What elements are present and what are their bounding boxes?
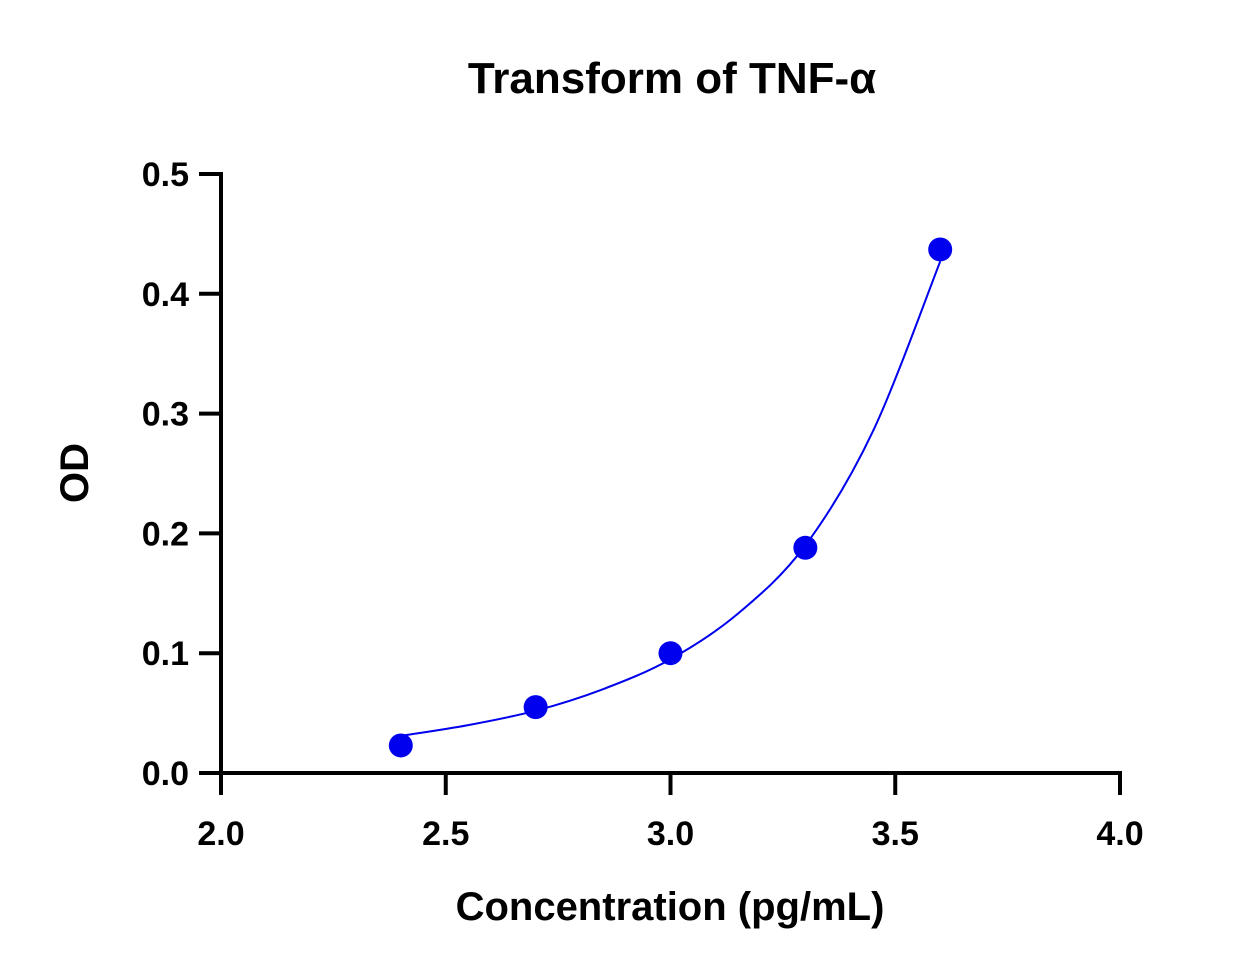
fit-curve [400,261,942,737]
x-tick-label: 2.0 [197,815,244,853]
axes: 2.0 2.5 3.0 3.5 4.0 0.0 0.1 0.2 0.3 0.4 0.5 [142,156,1144,853]
y-tick-label: 0.2 [142,515,189,553]
x-axis-label: Concentration (pg/mL) [456,885,885,929]
data-points [388,237,953,758]
data-point [658,641,683,666]
y-tick-label: 0.0 [142,755,189,793]
x-tick-label: 3.5 [872,815,919,853]
y-axis-label: OD [53,443,97,503]
x-tick-label: 3.0 [647,815,694,853]
data-point [928,237,953,262]
y-tick-label: 0.5 [142,156,189,194]
x-tick-label: 2.5 [422,815,469,853]
fit-curve-group [400,261,942,737]
x-tick-label: 4.0 [1096,815,1143,853]
chart-title: Transform of TNF-α [468,54,876,103]
y-tick-label: 0.4 [142,276,189,314]
y-tick-label: 0.1 [142,635,189,673]
data-point [388,733,413,758]
data-point [523,695,548,720]
y-tick-label: 0.3 [142,396,189,434]
data-point [793,535,818,560]
